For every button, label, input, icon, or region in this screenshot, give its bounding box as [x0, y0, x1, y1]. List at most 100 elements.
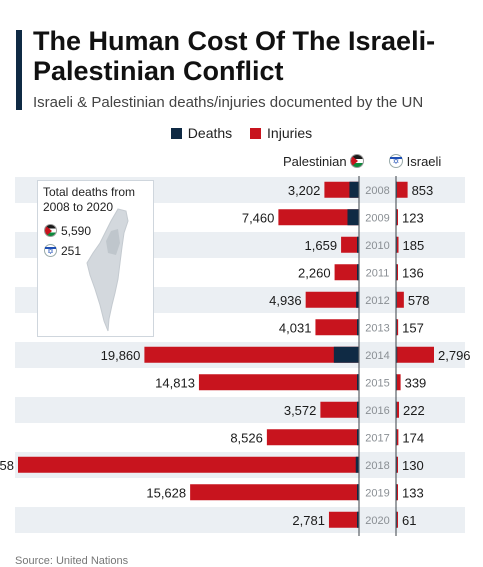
palestinian-value-label: 2,260: [298, 265, 331, 280]
title-accent-bar: [16, 30, 22, 110]
inset-israeli-value: 251: [61, 244, 82, 258]
inset-palestinian-total: 5,590: [44, 224, 91, 238]
palestinian-value-label: 4,936: [269, 293, 302, 308]
palestinian-column-label: Palestinian: [283, 154, 347, 169]
palestinian-deaths-bar: [357, 319, 359, 336]
israeli-injuries-bar: [396, 346, 434, 363]
palestinian-flag-icon: [44, 224, 57, 237]
source-note: Source: United Nations: [15, 555, 129, 567]
row-band: [15, 396, 465, 423]
palestinian-deaths-bar: [357, 429, 359, 446]
year-label: 2019: [365, 487, 389, 499]
inset-palestinian-value: 5,590: [61, 224, 92, 238]
palestinian-deaths-bar: [347, 209, 359, 226]
year-label: 2015: [365, 377, 389, 389]
palestinian-value-label: 2,781: [292, 513, 325, 528]
year-label: 2014: [365, 350, 389, 362]
palestinian-deaths-bar: [333, 346, 359, 363]
israeli-value-label: 157: [402, 320, 424, 335]
palestinian-injuries-bar: [341, 236, 359, 253]
year-label: 2011: [366, 267, 390, 279]
israeli-injuries-bar: [396, 319, 399, 336]
year-label: 2009: [365, 212, 389, 224]
israeli-value-label: 222: [403, 403, 425, 418]
legend-injuries-swatch: [250, 128, 262, 139]
palestinian-deaths-bar: [355, 456, 359, 473]
palestinian-value-label: 31,558: [0, 458, 14, 473]
palestinian-injuries-bar: [190, 484, 359, 501]
palestinian-injuries-bar: [305, 291, 359, 308]
palestinian-value-label: 3,572: [284, 403, 317, 418]
israeli-value-label: 2,796: [438, 348, 471, 363]
palestinian-value-label: 1,659: [305, 238, 338, 253]
palestinian-injuries-bar: [18, 456, 359, 473]
row-band: [15, 506, 465, 533]
israeli-injuries-bar: [396, 291, 404, 308]
israeli-injuries-bar: [396, 401, 400, 418]
palestinian-injuries-bar: [266, 429, 359, 446]
israeli-column-header: Israeli: [389, 154, 441, 169]
israeli-injuries-bar: [396, 429, 399, 446]
chart-subtitle: Israeli & Palestinian deaths/injuries do…: [33, 94, 424, 111]
palestinian-injuries-bar: [278, 209, 359, 226]
palestinian-value-label: 8,526: [230, 430, 263, 445]
year-label: 2017: [365, 432, 389, 444]
chart-title: The Human Cost Of The Israeli-Palestinia…: [33, 26, 436, 86]
legend-deaths: Deaths: [170, 125, 233, 141]
israeli-injuries-bar: [396, 236, 399, 253]
israeli-value-label: 130: [402, 458, 424, 473]
israeli-injuries-bar: [396, 374, 401, 391]
palestinian-deaths-bar: [357, 401, 359, 418]
israeli-value-label: 133: [402, 485, 424, 500]
palestinian-value-label: 4,031: [279, 320, 312, 335]
year-label: 2008: [365, 185, 389, 197]
palestinian-column-header: Palestinian: [283, 154, 365, 169]
palestinian-value-label: 19,860: [101, 348, 141, 363]
palestinian-injuries-bar: [334, 264, 359, 281]
legend-injuries: Injuries: [250, 125, 312, 141]
palestinian-injuries-bar: [144, 346, 359, 363]
israeli-value-label: 123: [402, 210, 424, 225]
total-deaths-inset: Total deaths from 2008 to 2020 5,590 251: [37, 180, 154, 337]
palestinian-value-label: 14,813: [155, 375, 195, 390]
palestinian-deaths-bar: [357, 264, 359, 281]
israeli-value-label: 136: [402, 265, 424, 280]
palestinian-deaths-bar: [349, 181, 359, 198]
palestinian-deaths-bar: [357, 484, 359, 501]
legend-deaths-label: Deaths: [187, 125, 233, 141]
israeli-column-label: Israeli: [406, 154, 442, 169]
israeli-value-label: 578: [408, 293, 430, 308]
palestinian-deaths-bar: [357, 511, 359, 528]
year-label: 2016: [365, 405, 389, 417]
palestinian-injuries-bar: [198, 374, 359, 391]
inset-israeli-total: 251: [44, 244, 81, 258]
israeli-value-label: 853: [412, 183, 434, 198]
year-label: 2010: [365, 240, 389, 252]
inset-title: Total deaths from 2008 to 2020: [43, 185, 136, 214]
israeli-value-label: 61: [402, 513, 416, 528]
legend-injuries-label: Injuries: [267, 125, 313, 141]
israeli-flag-icon: [44, 244, 57, 258]
palestinian-injuries-bar: [320, 401, 359, 418]
year-label: 2012: [365, 295, 389, 307]
legend: Deaths Injuries: [0, 125, 483, 141]
palestinian-injuries-bar: [315, 319, 359, 336]
israeli-flag-icon: [389, 154, 403, 168]
israeli-value-label: 174: [402, 430, 424, 445]
palestinian-deaths-bar: [356, 291, 359, 308]
israel-map-icon: [86, 208, 129, 332]
palestinian-injuries-bar: [328, 511, 359, 528]
year-label: 2013: [365, 322, 389, 334]
israeli-value-label: 339: [405, 375, 427, 390]
legend-deaths-swatch: [170, 128, 182, 139]
palestinian-value-label: 3,202: [288, 183, 321, 198]
year-label: 2020: [365, 515, 389, 527]
palestinian-value-label: 7,460: [242, 210, 275, 225]
year-label: 2018: [365, 460, 389, 472]
palestinian-value-label: 15,628: [146, 485, 186, 500]
palestinian-deaths-bar: [357, 374, 359, 391]
palestinian-deaths-bar: [357, 236, 359, 253]
israeli-injuries-bar: [396, 181, 408, 198]
palestinian-flag-icon: [350, 154, 365, 168]
